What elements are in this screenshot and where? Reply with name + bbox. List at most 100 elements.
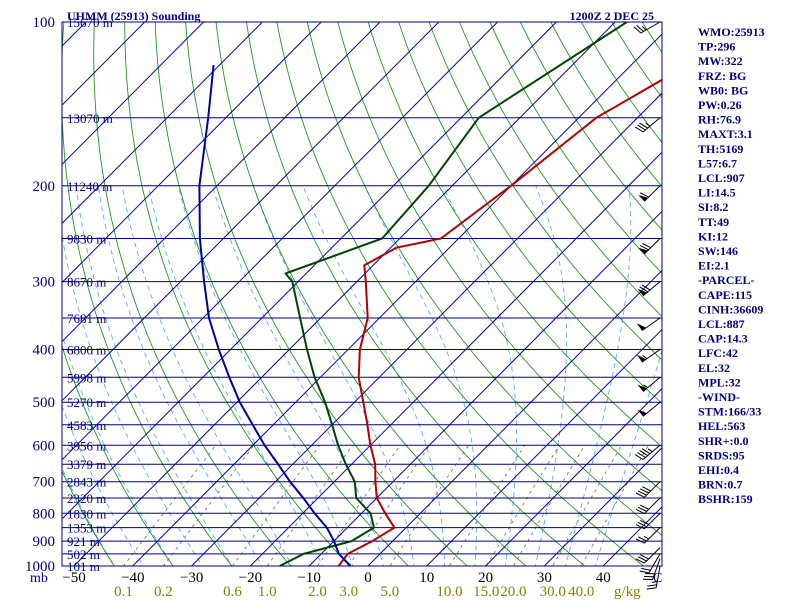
- wind-barb-flag: [637, 124, 646, 131]
- wind-barb-flag: [636, 24, 644, 32]
- index-entry: CINH:36609: [698, 302, 763, 316]
- wind-barb: [637, 376, 661, 392]
- wind-barb: [634, 117, 661, 133]
- moist-adiabat-line: [62, 466, 115, 566]
- wind-barb-pennant: [637, 384, 647, 392]
- moist-adiabat-line: [594, 349, 662, 566]
- wind-barb-flag: [637, 452, 646, 458]
- wind-barb: [639, 553, 661, 574]
- wind-barb-half-flag: [642, 355, 648, 360]
- wind-barb-flag: [639, 519, 649, 526]
- wind-barb-flag: [639, 122, 648, 129]
- dry-adiabat-line: [154, 22, 409, 566]
- temperature-tick-label: −30: [180, 570, 203, 586]
- wind-barb: [635, 527, 661, 544]
- index-entry: BRN:0.7: [698, 478, 742, 492]
- wind-barb-staff: [640, 21, 661, 34]
- dry-adiabat-line: [185, 22, 468, 566]
- moist-adiabat-line: [564, 185, 632, 566]
- index-entry: PW:0.26: [698, 98, 742, 112]
- mixing-ratio-tick-label: 5.0: [381, 584, 400, 600]
- mixing-ratio-unit-label: g/kg: [614, 584, 641, 600]
- isotherm-line: [308, 210, 662, 566]
- index-entry: SW:146: [698, 244, 738, 258]
- moist-adiabat-line: [62, 233, 203, 566]
- wind-barb-flag: [637, 556, 647, 562]
- temperature-tick-label: −20: [239, 570, 262, 586]
- wind-barb: [638, 185, 661, 202]
- mixing-ratio-tick-label: 0.1: [114, 584, 133, 600]
- pressure-tick-label: 300: [33, 275, 56, 291]
- pressure-unit-label: mb: [30, 571, 48, 586]
- moist-adiabat-line: [97, 185, 263, 566]
- index-entry: SRDS:95: [698, 448, 745, 462]
- index-entry: SHR+:0.0: [698, 434, 749, 448]
- wind-barb: [635, 481, 661, 498]
- height-label: 4583 m: [67, 418, 106, 433]
- wind-barb-flag: [635, 508, 645, 515]
- wind-barb-half-flag: [643, 535, 649, 540]
- mixing-ratio-tick-label: 40.0: [568, 584, 594, 600]
- wind-barb: [636, 349, 661, 363]
- dry-adiabat-line: [246, 22, 586, 566]
- index-entry: MPL:32: [698, 375, 741, 389]
- pressure-tick-label: 900: [33, 534, 56, 550]
- wind-barb-staff: [642, 444, 661, 460]
- wind-barb-flag: [641, 448, 651, 455]
- wind-barb-flag: [635, 538, 645, 544]
- mixing-ratio-line: [552, 445, 622, 566]
- wind-barb-flag: [635, 558, 645, 564]
- wind-barb-flag: [637, 536, 647, 542]
- temperature-tick-label: 10: [419, 570, 434, 586]
- pressure-tick-label: 1000: [25, 559, 55, 575]
- wind-barb-flag: [634, 126, 644, 133]
- wind-barb-flag: [647, 584, 657, 587]
- index-entry: SI:8.2: [698, 200, 728, 214]
- wind-barb-staff: [641, 317, 661, 332]
- index-entry: STM:166/33: [698, 405, 761, 419]
- index-entry: EI:2.1: [698, 259, 730, 273]
- wind-barb-half-flag: [643, 384, 648, 389]
- index-entry: TP:296: [698, 40, 735, 54]
- index-entry: EHI:0.4: [698, 463, 739, 477]
- moist-adiabat-line: [62, 332, 174, 566]
- mixing-ratio-tick-label: 1.0: [258, 584, 277, 600]
- mixing-ratio-tick-label: 0.6: [223, 584, 242, 600]
- temperature-axis: −50 −40 −30 −20 −10 0 10 20 30 40: [62, 570, 610, 586]
- wind-barb: [635, 497, 661, 515]
- isobars: [62, 22, 662, 566]
- wind-barb-flag: [635, 492, 645, 498]
- index-entry: CAPE:115: [698, 288, 752, 302]
- index-entry: LFC:42: [698, 346, 738, 360]
- wind-barb-flag: [639, 554, 649, 560]
- isotherm-line: [62, 22, 264, 225]
- moist-adiabat-line: [302, 185, 445, 566]
- isotherm-line: [62, 22, 381, 343]
- wind-barb-staff: [644, 481, 661, 498]
- wind-barb-staff: [648, 553, 661, 574]
- dry-adiabat-line: [428, 22, 662, 361]
- wind-barb: [633, 21, 661, 34]
- wind-barb-half-flag: [647, 448, 653, 453]
- temperature-tick-label: −40: [121, 570, 144, 586]
- plot-frame: [61, 21, 663, 567]
- temperature-trace: [337, 78, 662, 566]
- index-entry: LI:14.5: [698, 186, 736, 200]
- isotherm-line: [62, 22, 146, 106]
- thermo-grid: [62, 22, 662, 566]
- mixing-ratio-tick-label: 0.2: [154, 584, 173, 600]
- isotherm-line: [62, 22, 558, 520]
- pressure-axis: 100 200 300 400 500 600 700 800 900 1000: [25, 15, 55, 575]
- wind-barb-pennant: [636, 354, 647, 363]
- parcel-trace: [198, 64, 352, 566]
- dry-adiabat-line: [276, 22, 645, 566]
- index-entry: LCL:887: [698, 317, 745, 331]
- mixing-ratio-line: [512, 445, 586, 566]
- isotherm-line: [484, 387, 662, 566]
- temperature-unit-label: C: [653, 571, 662, 586]
- pressure-tick-label: 700: [33, 475, 56, 491]
- pressure-tick-label: 600: [33, 438, 56, 454]
- temperature-tick-label: −50: [62, 570, 85, 586]
